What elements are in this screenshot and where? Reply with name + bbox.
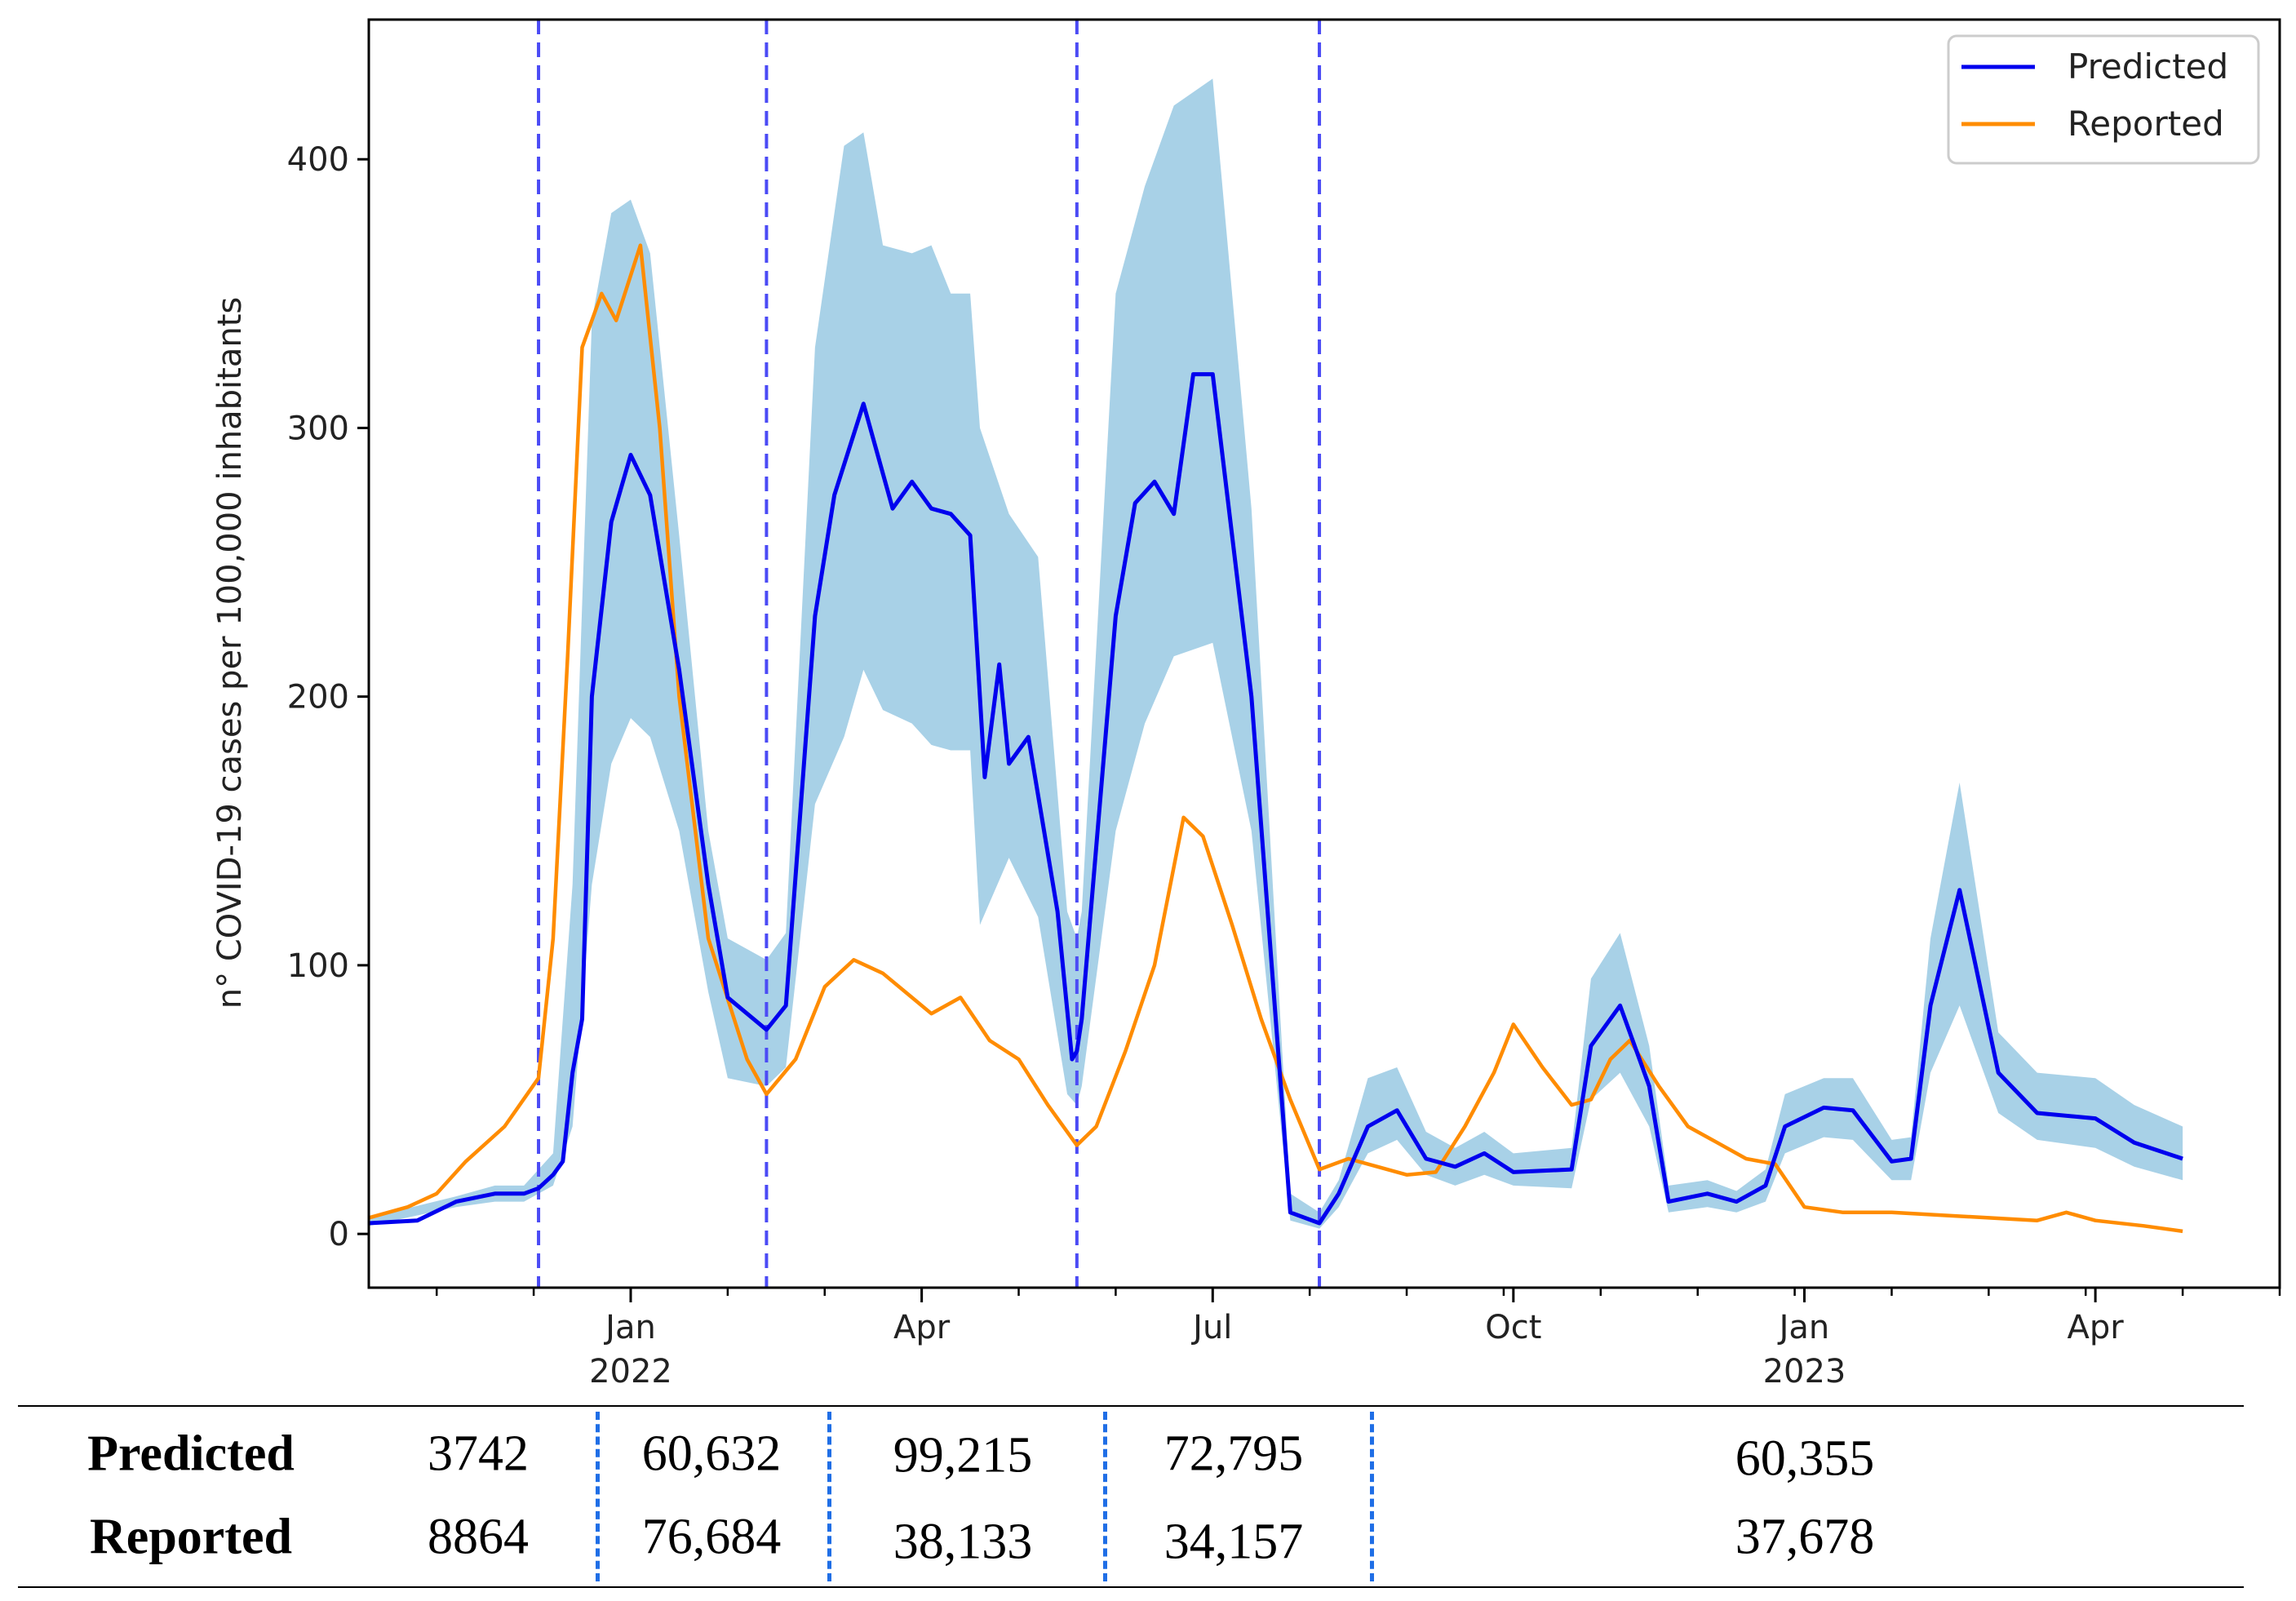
x-tick-year-2022: 2022 (589, 1353, 672, 1390)
plot-frame (367, 18, 2281, 1289)
reported-total-period-1: 8864 (428, 1509, 529, 1565)
x-axis: Jan 2022 Apr Jul Oct Jan 2023 Apr (435, 1288, 2281, 1390)
table-divider-3 (1103, 1412, 1107, 1581)
x-tick-label-apr-1: Apr (893, 1309, 951, 1346)
predicted-total-period-3: 99,215 (893, 1427, 1033, 1483)
legend: Predicted Reported (1947, 34, 2260, 165)
y-tick-label-200: 200 (287, 679, 349, 716)
table-divider-2 (827, 1412, 831, 1581)
row-label-reported: Reported (90, 1509, 292, 1565)
predicted-total-period-5: 60,355 (1735, 1430, 1875, 1487)
x-tick-label-jul-2: Jul (1190, 1309, 1232, 1346)
predicted-line (368, 372, 2183, 1226)
legend-predicted-label: Predicted (2068, 47, 2228, 86)
prediction-interval-layer (369, 78, 2183, 1229)
table-divider-1 (596, 1412, 600, 1581)
series-lines (368, 243, 2183, 1234)
y-tick-label-0: 0 (329, 1216, 349, 1253)
x-tick-label-jan-0: Jan (603, 1309, 656, 1346)
table-divider-4 (1370, 1412, 1374, 1581)
x-tick-year-2023: 2023 (1763, 1353, 1846, 1390)
y-axis: 0 100 200 300 400 (287, 141, 369, 1253)
reported-line (368, 243, 2183, 1234)
y-axis-label: n° COVID-19 cases per 100,000 inhabitant… (211, 297, 249, 1009)
period-totals-table: Predicted Reported 3742 60,632 99,215 72… (18, 1405, 2244, 1588)
predicted-total-period-4: 72,795 (1164, 1426, 1304, 1482)
y-tick-label-400: 400 (287, 141, 349, 179)
prediction-interval-band (369, 78, 2183, 1229)
y-tick-label-300: 300 (287, 410, 349, 447)
predicted-total-period-2: 60,632 (641, 1426, 782, 1482)
y-tick-label-100: 100 (287, 947, 349, 985)
reported-total-period-5: 37,678 (1735, 1509, 1875, 1565)
predicted-total-period-1: 3742 (428, 1426, 529, 1482)
reported-total-period-4: 34,157 (1164, 1514, 1304, 1570)
reported-total-period-3: 38,133 (893, 1514, 1033, 1570)
x-tick-label-oct-3: Oct (1485, 1309, 1541, 1346)
covid-cases-chart: 0 100 200 300 400 Jan 2022 Apr Jul Oct Jan 2023 Apr… (211, 18, 2281, 1390)
row-label-predicted: Predicted (87, 1426, 295, 1482)
reported-total-period-2: 76,684 (641, 1509, 782, 1565)
x-tick-label-apr-5: Apr (2068, 1309, 2125, 1346)
x-tick-label-jan-4: Jan (1777, 1309, 1830, 1346)
legend-reported-label: Reported (2068, 104, 2224, 144)
